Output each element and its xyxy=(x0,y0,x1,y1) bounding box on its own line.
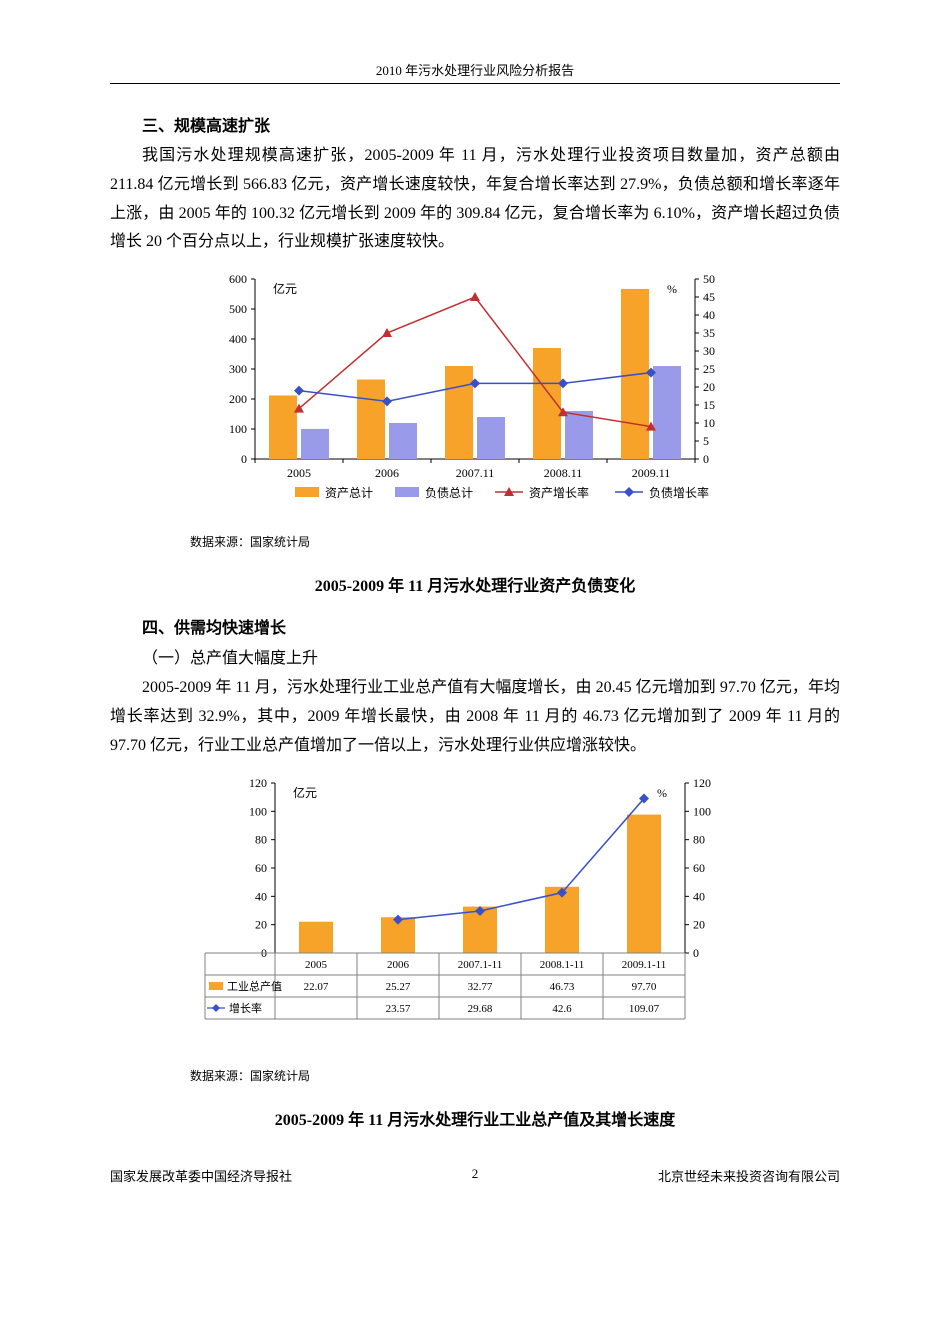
footer-page-number: 2 xyxy=(445,1166,505,1185)
svg-text:2006: 2006 xyxy=(375,466,399,480)
svg-text:5: 5 xyxy=(703,434,709,448)
svg-text:2008.1-11: 2008.1-11 xyxy=(540,959,585,971)
chart-2-caption: 2005-2009 年 11 月污水处理行业工业总产值及其增长速度 xyxy=(110,1106,840,1130)
svg-text:%: % xyxy=(657,786,667,800)
chart-2: 020406080100120020406080100120亿元%2005200… xyxy=(195,773,755,1063)
svg-text:23.57: 23.57 xyxy=(386,1003,411,1015)
svg-text:32.77: 32.77 xyxy=(468,981,493,993)
svg-text:60: 60 xyxy=(693,861,705,875)
svg-text:20: 20 xyxy=(703,380,715,394)
svg-text:22.07: 22.07 xyxy=(304,981,329,993)
svg-text:资产增长率: 资产增长率 xyxy=(529,485,589,500)
svg-text:2009.1-11: 2009.1-11 xyxy=(622,959,667,971)
svg-text:增长率: 增长率 xyxy=(229,1001,262,1015)
svg-text:35: 35 xyxy=(703,326,715,340)
svg-text:42.6: 42.6 xyxy=(552,1003,572,1015)
svg-text:50: 50 xyxy=(703,272,715,286)
svg-text:400: 400 xyxy=(229,332,247,346)
svg-text:100: 100 xyxy=(229,422,247,436)
svg-text:2007.11: 2007.11 xyxy=(456,466,495,480)
svg-text:45: 45 xyxy=(703,290,715,304)
section-4-paragraph: 2005-2009 年 11 月，污水处理行业工业总产值有大幅度增长，由 20.… xyxy=(110,674,840,760)
svg-text:80: 80 xyxy=(693,832,705,846)
svg-text:120: 120 xyxy=(693,776,711,790)
svg-text:2009.11: 2009.11 xyxy=(632,466,671,480)
svg-text:0: 0 xyxy=(693,946,699,960)
footer-left: 国家发展改革委中国经济导报社 xyxy=(110,1166,292,1185)
svg-text:109.07: 109.07 xyxy=(629,1003,660,1015)
svg-text:60: 60 xyxy=(255,861,267,875)
svg-text:500: 500 xyxy=(229,302,247,316)
page-header-title: 2010 年污水处理行业风险分析报告 xyxy=(110,60,840,79)
page-footer: 国家发展改革委中国经济导报社 2 北京世经未来投资咨询有限公司 xyxy=(110,1166,840,1185)
svg-text:300: 300 xyxy=(229,362,247,376)
svg-text:2005: 2005 xyxy=(287,466,311,480)
svg-text:40: 40 xyxy=(703,308,715,322)
section-4-heading: 四、供需均快速增长 xyxy=(142,614,840,638)
svg-text:80: 80 xyxy=(255,832,267,846)
page: 2010 年污水处理行业风险分析报告 三、规模高速扩张 我国污水处理规模高速扩张… xyxy=(0,0,950,1225)
svg-text:亿元: 亿元 xyxy=(273,281,297,296)
chart-2-source: 数据来源：国家统计局 xyxy=(190,1067,840,1084)
svg-text:120: 120 xyxy=(249,776,267,790)
section-3-paragraph: 我国污水处理规模高速扩张，2005-2009 年 11 月，污水处理行业投资项目… xyxy=(110,142,840,257)
svg-text:29.68: 29.68 xyxy=(468,1003,493,1015)
svg-text:%: % xyxy=(667,282,677,296)
chart-1: 0 100 200 300 400 500 600 0 5 10 15 20 25 30 35 40 45 50 亿… xyxy=(185,269,765,529)
svg-text:30: 30 xyxy=(703,344,715,358)
section-3-heading: 三、规模高速扩张 xyxy=(142,112,840,136)
svg-text:0: 0 xyxy=(241,452,247,466)
footer-right: 北京世经未来投资咨询有限公司 xyxy=(658,1166,840,1185)
svg-text:97.70: 97.70 xyxy=(632,981,657,993)
svg-text:资产总计: 资产总计 xyxy=(325,486,373,500)
svg-text:20: 20 xyxy=(693,917,705,931)
svg-text:100: 100 xyxy=(249,804,267,818)
svg-text:25.27: 25.27 xyxy=(386,981,411,993)
svg-text:40: 40 xyxy=(255,889,267,903)
svg-text:25: 25 xyxy=(703,362,715,376)
chart-1-caption: 2005-2009 年 11 月污水处理行业资产负债变化 xyxy=(110,572,840,596)
svg-text:2007.1-11: 2007.1-11 xyxy=(458,959,503,971)
svg-text:2008.11: 2008.11 xyxy=(544,466,583,480)
section-4-subheading: （一）总产值大幅度上升 xyxy=(142,644,840,668)
svg-text:亿元: 亿元 xyxy=(293,785,317,800)
svg-text:工业总产值: 工业总产值 xyxy=(227,979,282,993)
svg-text:200: 200 xyxy=(229,392,247,406)
svg-text:负债增长率: 负债增长率 xyxy=(649,485,709,500)
header-rule xyxy=(110,83,840,84)
svg-text:40: 40 xyxy=(693,889,705,903)
svg-text:负债总计: 负债总计 xyxy=(425,486,473,500)
svg-text:20: 20 xyxy=(255,917,267,931)
svg-text:15: 15 xyxy=(703,398,715,412)
chart-2-wrap: 020406080100120020406080100120亿元%2005200… xyxy=(110,773,840,1063)
chart-1-wrap: 0 100 200 300 400 500 600 0 5 10 15 20 25 30 35 40 45 50 亿… xyxy=(110,269,840,529)
svg-text:46.73: 46.73 xyxy=(550,981,575,993)
svg-text:10: 10 xyxy=(703,416,715,430)
svg-text:0: 0 xyxy=(703,452,709,466)
chart-1-source: 数据来源：国家统计局 xyxy=(190,533,840,550)
svg-text:100: 100 xyxy=(693,804,711,818)
svg-text:600: 600 xyxy=(229,272,247,286)
svg-text:2006: 2006 xyxy=(387,959,410,971)
svg-text:2005: 2005 xyxy=(305,959,328,971)
